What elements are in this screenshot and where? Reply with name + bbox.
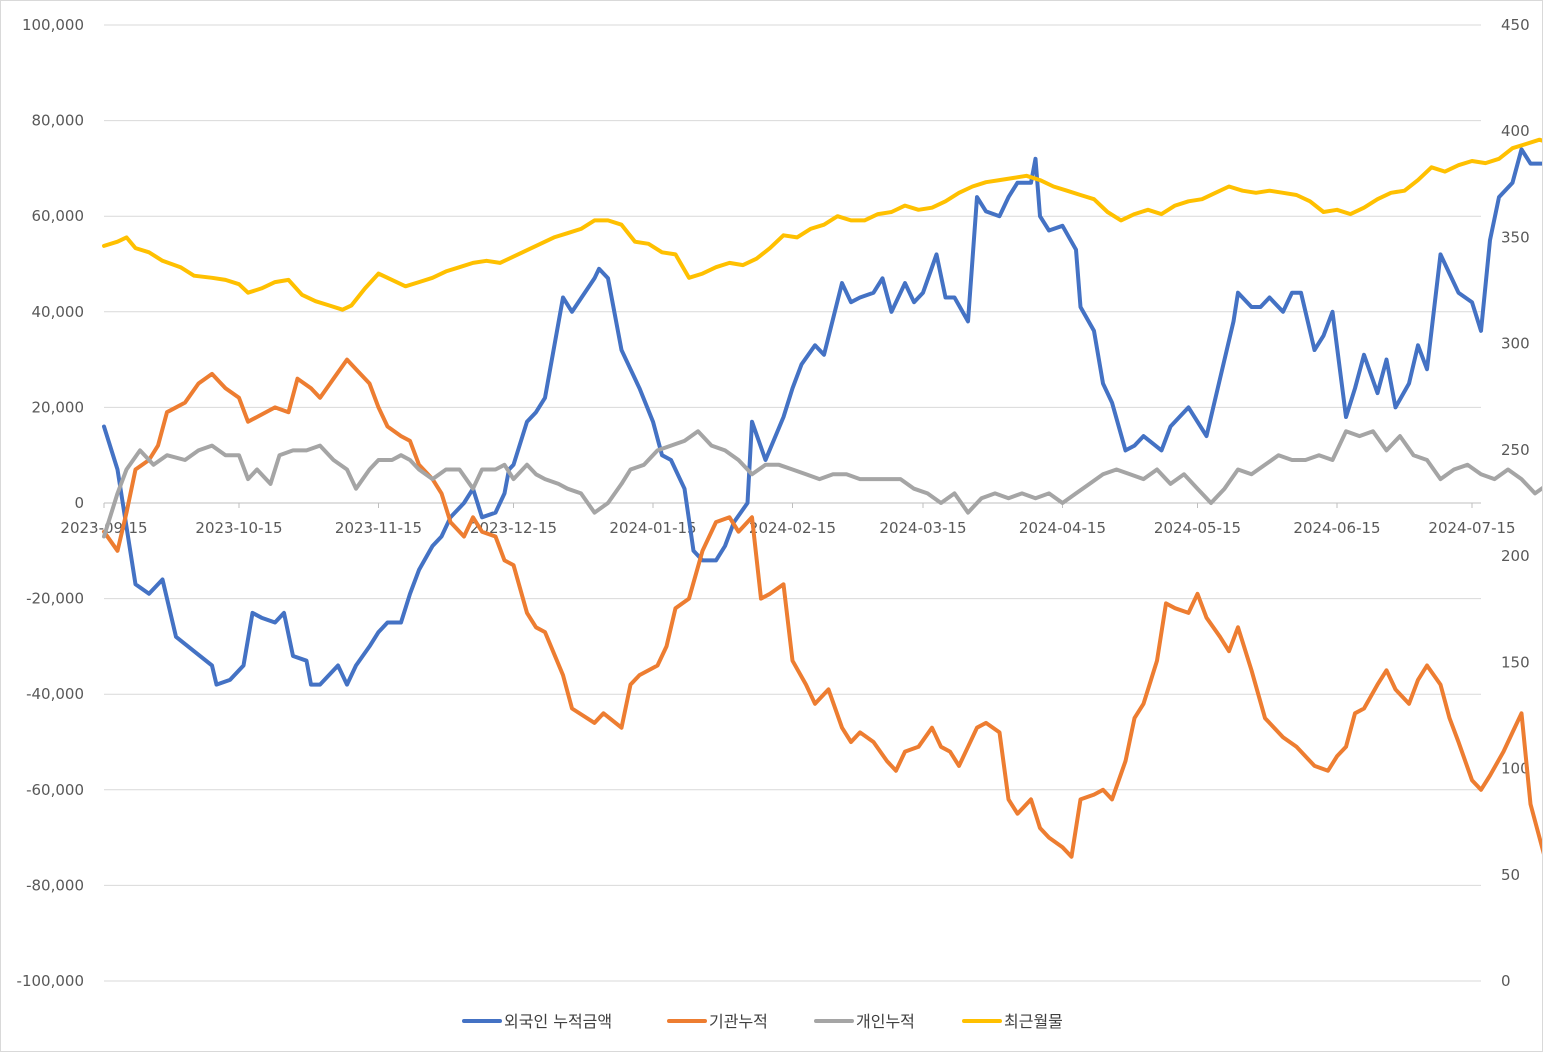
y2-tick-label: 0 bbox=[1501, 972, 1511, 990]
y-tick-label: -40,000 bbox=[26, 685, 84, 703]
y-tick-label: 40,000 bbox=[32, 303, 85, 321]
y2-tick-label: 200 bbox=[1501, 547, 1530, 565]
y-tick-label: 80,000 bbox=[32, 112, 85, 130]
y2-tick-label: 350 bbox=[1501, 228, 1530, 246]
legend-label-2: 기관누적 bbox=[709, 1012, 768, 1031]
y-axis-left-ticks: 100,000 80,000 60,000 40,000 20,000 0 -20,000 -… bbox=[17, 16, 84, 990]
x-tick-label: 2023-12-15 bbox=[470, 519, 557, 537]
legend: 외국인 누적금액 기관누적 개인누적 최근월물 bbox=[462, 1012, 1063, 1031]
y-tick-label: 20,000 bbox=[32, 398, 85, 416]
y2-tick-label: 400 bbox=[1501, 122, 1530, 140]
y-tick-label: -60,000 bbox=[26, 781, 84, 799]
x-tick-label: 2024-03-15 bbox=[879, 519, 966, 537]
legend-label-3: 개인누적 bbox=[856, 1012, 915, 1031]
series-line-4 bbox=[102, 137, 1543, 312]
y-axis-right-ticks: 450 400 350 300 250 200 150 100 50 0 bbox=[1501, 16, 1530, 990]
x-tick-label: 2023-10-15 bbox=[195, 519, 282, 537]
y2-tick-label: 150 bbox=[1501, 653, 1530, 671]
series-line-2 bbox=[102, 357, 1543, 859]
legend-label-1: 외국인 누적금액 bbox=[504, 1012, 612, 1031]
x-tick-label: 2024-02-15 bbox=[749, 519, 836, 537]
y2-tick-label: 50 bbox=[1501, 866, 1520, 884]
y2-tick-label: 450 bbox=[1501, 16, 1530, 34]
x-tick-label: 2024-01-15 bbox=[609, 519, 696, 537]
y2-tick-label: 250 bbox=[1501, 441, 1530, 459]
y-tick-label: -80,000 bbox=[26, 876, 84, 894]
x-tick-label: 2023-11-15 bbox=[335, 519, 422, 537]
series-lines bbox=[102, 137, 1543, 859]
legend-label-4: 최근월물 bbox=[1004, 1012, 1063, 1031]
y-tick-label: -20,000 bbox=[26, 590, 84, 608]
x-tick-label: 2024-05-15 bbox=[1154, 519, 1241, 537]
y-tick-label: 0 bbox=[74, 494, 84, 512]
x-tick-label: 2024-04-15 bbox=[1019, 519, 1106, 537]
y-tick-label: -100,000 bbox=[17, 972, 84, 990]
x-tick-label: 2024-06-15 bbox=[1293, 519, 1380, 537]
x-axis-ticks: 2023-09-15 2023-10-15 2023-11-15 2023-12-15… bbox=[60, 503, 1516, 537]
y2-tick-label: 300 bbox=[1501, 335, 1530, 353]
y-tick-label: 60,000 bbox=[32, 207, 85, 225]
x-tick-label: 2024-07-15 bbox=[1428, 519, 1515, 537]
series-line-1 bbox=[102, 147, 1543, 687]
y-tick-label: 100,000 bbox=[22, 16, 84, 34]
y2-tick-label: 100 bbox=[1501, 760, 1530, 778]
series-line-3 bbox=[102, 429, 1543, 539]
